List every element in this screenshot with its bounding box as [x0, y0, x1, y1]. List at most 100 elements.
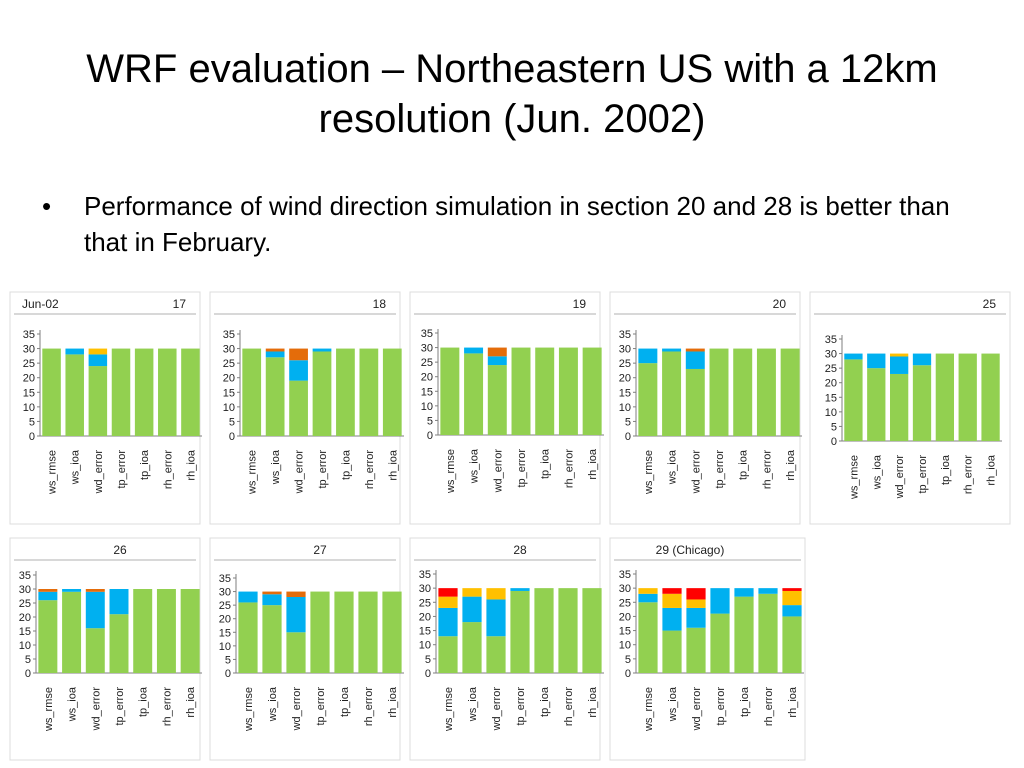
x-tick-label: rh_ioa	[986, 454, 998, 485]
y-tick-label: 20	[419, 611, 431, 623]
bar-segment	[844, 353, 863, 360]
chart-title: 17	[173, 297, 187, 311]
x-tick-label: tp_error	[116, 450, 128, 489]
x-tick-label: tp_ioa	[739, 686, 751, 717]
y-tick-label: 15	[23, 387, 35, 399]
chart-panel: 29 (Chicago) 0 5 10 15 20 25 30 35 ws_rmse ws_ioa w…	[609, 537, 806, 761]
bar-segment	[733, 348, 753, 436]
x-tick-label: ws_rmse	[443, 687, 455, 732]
x-tick-label: rh_error	[162, 450, 174, 489]
bar-segment	[65, 348, 84, 355]
chart-panel: 25 0 5 10 15 20 25 30 35 ws_rmse ws_ioa wd_error tp_…	[809, 291, 1011, 525]
bar-segment	[844, 359, 863, 441]
bar-segment	[289, 348, 308, 361]
bar-segment	[486, 599, 506, 637]
bar-segment	[438, 636, 458, 673]
bar-segment	[85, 589, 105, 592]
bar-segment	[462, 596, 482, 623]
y-tick-label: 10	[619, 640, 631, 652]
bar-segment	[359, 348, 379, 436]
bar-segment	[438, 596, 458, 608]
bar-segment	[890, 353, 909, 357]
bar-segment	[42, 348, 61, 436]
bar-segment	[265, 351, 285, 358]
y-tick-label: 5	[225, 654, 231, 666]
bar-segment	[758, 593, 778, 673]
bar-segment	[262, 605, 282, 673]
x-tick-label: wd_error	[90, 687, 102, 732]
x-tick-label: ws_ioa	[667, 449, 679, 485]
y-tick-label: 20	[825, 378, 837, 390]
y-tick-label: 0	[229, 431, 235, 443]
x-tick-label: wd_error	[691, 687, 703, 732]
x-tick-label: ws_ioa	[667, 686, 679, 722]
bar-segment	[662, 588, 682, 594]
bar-segment	[534, 588, 554, 673]
bar-segment	[685, 368, 705, 436]
bar-segment	[464, 353, 484, 435]
bar-segment	[685, 351, 705, 369]
bar-segment	[935, 353, 954, 441]
bar-segment	[336, 348, 355, 436]
y-tick-label: 30	[421, 343, 433, 355]
x-tick-label: ws_ioa	[469, 448, 481, 484]
y-tick-label: 20	[421, 372, 433, 384]
y-tick-label: 0	[225, 668, 231, 680]
bar-segment	[438, 607, 458, 637]
bar-segment	[638, 588, 658, 594]
chart-title: 28	[513, 543, 527, 557]
y-tick-label: 15	[619, 387, 631, 399]
bar-segment	[510, 588, 530, 591]
bar-segment	[758, 588, 778, 594]
bar-segment	[88, 348, 108, 355]
y-tick-label: 25	[19, 598, 31, 610]
bullet-list: • Performance of wind direction simulati…	[42, 188, 972, 260]
chart-title: 29 (Chicago)	[656, 543, 725, 557]
y-tick-label: 30	[23, 344, 35, 356]
x-tick-label: tp_error	[114, 687, 126, 726]
y-tick-label: 20	[619, 611, 631, 623]
x-tick-label: rh_error	[761, 450, 773, 489]
y-tick-label: 10	[619, 402, 631, 414]
x-tick-label: tp_error	[515, 687, 527, 726]
bar-segment	[662, 607, 682, 631]
y-tick-label: 10	[223, 402, 235, 414]
y-tick-label: 15	[825, 392, 837, 404]
bar-segment	[38, 600, 58, 673]
y-tick-label: 30	[219, 587, 231, 599]
y-tick-label: 0	[831, 436, 837, 448]
y-tick-label: 5	[831, 421, 837, 433]
chart-corner-label: Jun-02	[22, 297, 59, 311]
bar-segment	[912, 365, 932, 441]
bar-segment	[85, 628, 105, 673]
chart-title: 20	[773, 297, 787, 311]
y-tick-label: 35	[619, 329, 631, 341]
bar-segment	[535, 347, 555, 435]
x-tick-label: ws_ioa	[467, 686, 479, 722]
bar-segment	[111, 348, 131, 436]
x-tick-label: rh_error	[161, 687, 173, 726]
bar-segment	[312, 351, 332, 436]
x-tick-label: rh_error	[563, 449, 575, 488]
y-tick-label: 25	[619, 358, 631, 370]
x-tick-label: ws_rmse	[848, 455, 860, 500]
y-tick-label: 15	[419, 626, 431, 638]
bar-segment	[487, 365, 507, 435]
y-tick-label: 30	[19, 584, 31, 596]
x-tick-label: ws_rmse	[445, 449, 457, 494]
y-tick-label: 10	[419, 640, 431, 652]
bar-segment	[662, 630, 682, 673]
x-tick-label: tp_ioa	[339, 686, 351, 717]
bullet-dot-icon: •	[42, 191, 52, 221]
bar-segment	[382, 348, 402, 436]
chart-panel: 18 0 5 10 15 20 25 30 35 ws_rmse ws_ioa wd_error tp_…	[209, 291, 404, 525]
chart-title: 18	[373, 297, 387, 311]
x-tick-label: rh_error	[363, 687, 375, 726]
bar-segment	[511, 347, 531, 435]
bar-segment	[685, 348, 705, 352]
y-tick-label: 20	[223, 373, 235, 385]
x-tick-label: tp_error	[917, 455, 929, 494]
bar-segment	[890, 373, 909, 441]
bar-segment	[180, 589, 200, 673]
